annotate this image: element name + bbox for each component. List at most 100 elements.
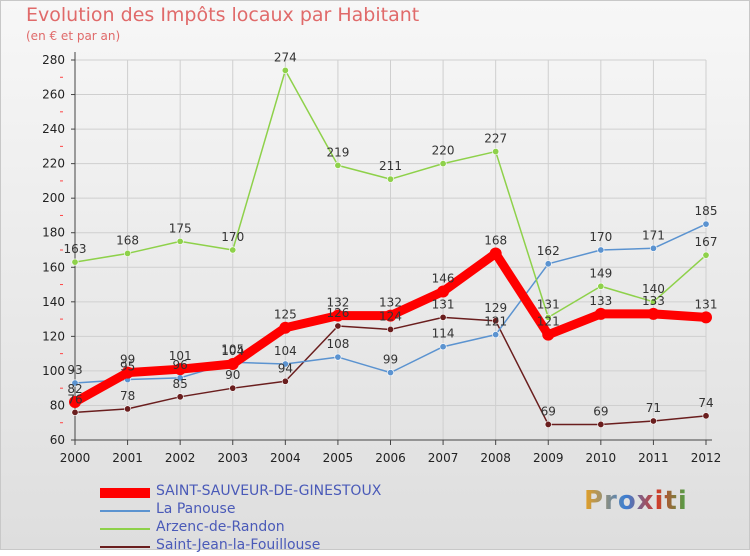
legend-swatch-saint-sauveur [100, 488, 150, 498]
x-tick-label-2009: 2009 [533, 451, 564, 465]
data-label-saint-sauveur-de-ginestoux-2009: 121 [537, 315, 560, 329]
legend-label-la-panouse: La Panouse [156, 501, 236, 517]
y-tick-label-260: 260 [42, 88, 65, 102]
data-label-saint-sauveur-de-ginestoux-2002: 101 [169, 349, 192, 363]
data-point-saint-sauveur-de-ginestoux-2005 [331, 309, 344, 322]
data-label-arzenc-de-randon-2008: 227 [484, 132, 507, 146]
axes: 60 80 100 120 140 160 180 200 220 240 260 280 2000 20… [42, 52, 721, 465]
data-label-saint-sauveur-de-ginestoux-2001: 99 [120, 353, 135, 367]
data-point-saint-sauveur-de-ginestoux-2006 [384, 309, 397, 322]
data-point-saint-jean-la-fouillouse-2011 [649, 417, 657, 425]
legend-label-arzenc-de-randon: Arzenc-de-Randon [156, 519, 285, 535]
data-label-la-panouse-2010: 170 [589, 230, 612, 244]
legend-label-saint-jean: Saint-Jean-la-Fouillouse [156, 537, 321, 553]
data-point-la-panouse-2004 [281, 360, 289, 368]
data-point-saint-jean-la-fouillouse-2000 [71, 408, 79, 416]
data-point-arzenc-de-randon-2008 [492, 148, 500, 156]
x-tick-label-2005: 2005 [323, 451, 354, 465]
data-point-saint-jean-la-fouillouse-2006 [386, 325, 394, 333]
data-label-saint-sauveur-de-ginestoux-2008: 168 [484, 233, 507, 247]
data-point-arzenc-de-randon-2009 [544, 313, 552, 321]
data-point-arzenc-de-randon-2011 [649, 298, 657, 306]
data-label-saint-jean-la-fouillouse-2000: 76 [67, 392, 82, 406]
data-label-la-panouse-2011: 171 [642, 228, 665, 242]
data-point-arzenc-de-randon-2006 [386, 175, 394, 183]
data-label-arzenc-de-randon-2012: 167 [695, 235, 718, 249]
data-point-saint-sauveur-de-ginestoux-2010 [594, 307, 607, 320]
data-label-la-panouse-2000: 93 [67, 363, 82, 377]
data-point-saint-jean-la-fouillouse-2012 [702, 412, 710, 420]
data-label-la-panouse-2005: 108 [326, 337, 349, 351]
x-tick-label-2000: 2000 [60, 451, 91, 465]
data-label-saint-sauveur-de-ginestoux-2005: 132 [326, 296, 349, 310]
data-label-arzenc-de-randon-2005: 219 [326, 145, 349, 159]
x-tick-label-2001: 2001 [112, 451, 143, 465]
data-point-la-panouse-2012 [702, 220, 710, 228]
y-tick-label-100: 100 [42, 364, 65, 378]
chart-subtitle: (en € et par an) [26, 29, 121, 43]
data-label-arzenc-de-randon-2000: 163 [64, 242, 87, 256]
x-tick-label-2008: 2008 [480, 451, 511, 465]
y-tick-label-180: 180 [42, 226, 65, 240]
data-point-la-panouse-2008 [492, 331, 500, 339]
x-tick-label-2003: 2003 [217, 451, 248, 465]
data-point-saint-jean-la-fouillouse-2010 [597, 420, 605, 428]
data-point-saint-sauveur-de-ginestoux-2008 [489, 247, 502, 260]
data-label-saint-sauveur-de-ginestoux-2011: 133 [642, 294, 665, 308]
data-point-arzenc-de-randon-2001 [124, 249, 132, 257]
data-point-la-panouse-2006 [386, 369, 394, 377]
x-tick-label-2012: 2012 [691, 451, 722, 465]
data-point-arzenc-de-randon-2000 [71, 258, 79, 266]
data-label-la-panouse-2006: 99 [383, 353, 398, 367]
y-tick-label-280: 280 [42, 53, 65, 67]
data-point-saint-jean-la-fouillouse-2004 [281, 377, 289, 385]
legend-label-saint-sauveur: SAINT-SAUVEUR-DE-GINESTOUX [156, 483, 382, 499]
data-label-arzenc-de-randon-2006: 211 [379, 159, 402, 173]
data-label-arzenc-de-randon-2004: 274 [274, 50, 297, 64]
data-point-arzenc-de-randon-2012 [702, 251, 710, 259]
y-tick-label-80: 80 [50, 398, 65, 412]
y-tick-label-60: 60 [50, 433, 65, 447]
data-label-saint-jean-la-fouillouse-2003: 90 [225, 368, 240, 382]
data-label-saint-sauveur-de-ginestoux-2004: 125 [274, 308, 297, 322]
data-point-arzenc-de-randon-2003 [229, 246, 237, 254]
data-label-la-panouse-2004: 104 [274, 344, 297, 358]
data-label-la-panouse-2001: 95 [120, 360, 135, 374]
data-label-arzenc-de-randon-2001: 168 [116, 233, 139, 247]
data-label-saint-jean-la-fouillouse-2012: 74 [698, 396, 713, 410]
data-point-la-panouse-2005 [334, 353, 342, 361]
data-label-saint-jean-la-fouillouse-2006: 124 [379, 309, 402, 323]
data-point-la-panouse-2010 [597, 246, 605, 254]
x-tick-label-2002: 2002 [165, 451, 196, 465]
data-label-saint-jean-la-fouillouse-2008: 129 [484, 301, 507, 315]
y-tick-label-120: 120 [42, 329, 65, 343]
data-point-saint-sauveur-de-ginestoux-2000 [69, 396, 81, 408]
data-point-saint-jean-la-fouillouse-2003 [229, 384, 237, 392]
y-tick-label-220: 220 [42, 157, 65, 171]
data-label-arzenc-de-randon-2010: 149 [589, 266, 612, 280]
data-point-saint-sauveur-de-ginestoux-2009 [542, 328, 555, 341]
x-tick-label-2010: 2010 [586, 451, 617, 465]
x-tick-label-2011: 2011 [638, 451, 669, 465]
data-label-la-panouse-2003: 105 [221, 342, 244, 356]
data-label-la-panouse-2009: 162 [537, 244, 560, 258]
data-point-arzenc-de-randon-2004 [281, 66, 289, 74]
data-label-saint-jean-la-fouillouse-2007: 131 [432, 297, 455, 311]
data-label-la-panouse-2002: 96 [173, 358, 188, 372]
data-point-saint-sauveur-de-ginestoux-2001 [121, 366, 134, 379]
y-tick-label-200: 200 [42, 191, 65, 205]
data-label-saint-sauveur-de-ginestoux-2007: 146 [432, 271, 455, 285]
data-point-saint-jean-la-fouillouse-2009 [544, 420, 552, 428]
data-label-arzenc-de-randon-2002: 175 [169, 221, 192, 235]
data-label-saint-sauveur-de-ginestoux-2012: 131 [695, 297, 718, 311]
data-label-la-panouse-2008: 121 [484, 315, 507, 329]
data-point-arzenc-de-randon-2005 [334, 161, 342, 169]
data-label-saint-sauveur-de-ginestoux-2010: 133 [589, 294, 612, 308]
data-label-arzenc-de-randon-2003: 170 [221, 230, 244, 244]
data-point-arzenc-de-randon-2010 [597, 282, 605, 290]
data-label-saint-jean-la-fouillouse-2002: 85 [173, 377, 188, 391]
x-tick-label-2007: 2007 [428, 451, 459, 465]
data-point-la-panouse-2011 [649, 244, 657, 252]
data-point-saint-jean-la-fouillouse-2001 [124, 405, 132, 413]
